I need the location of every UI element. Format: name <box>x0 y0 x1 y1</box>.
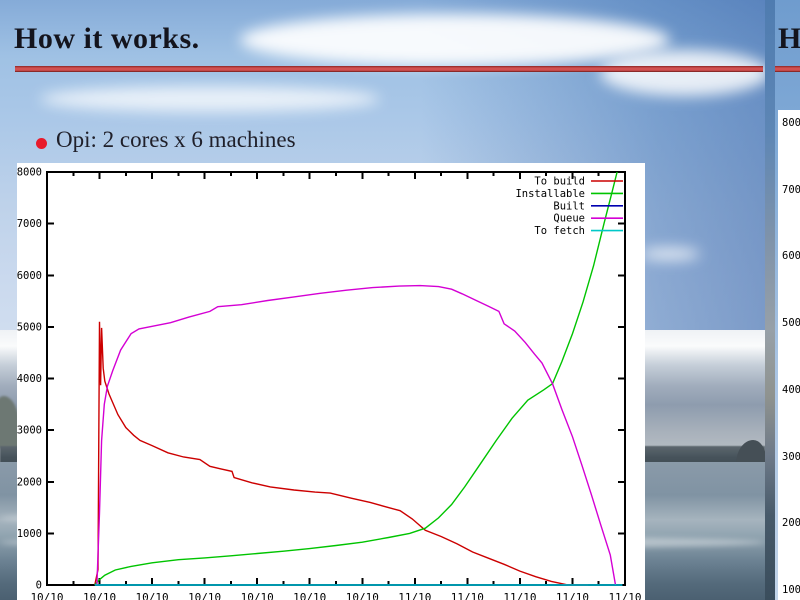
x-tick-label: 10/10 <box>293 591 326 600</box>
x-tick-label: 11/10 <box>608 591 641 600</box>
next-y-tick-label: 2000 <box>782 517 800 530</box>
next-y-tick-label: 1000 <box>782 583 800 596</box>
x-tick-label: 11/10 <box>398 591 431 600</box>
series-line-installable <box>94 171 618 586</box>
x-tick-label: 10/10 <box>83 591 116 600</box>
legend-label: Built <box>553 200 585 212</box>
x-tick-label: 11/10 <box>451 591 484 600</box>
title-rule <box>15 66 763 72</box>
y-tick-label: 4000 <box>17 373 42 385</box>
chart-panel: 0 1000 2000 3000 4000 5000 6000 7000 8000 10/10 10… <box>17 163 645 600</box>
series-line-queue <box>96 284 617 586</box>
next-y-tick-label: 6000 <box>782 250 800 263</box>
next-y-tick-label: 4000 <box>782 383 800 396</box>
y-tick-label: 3000 <box>17 425 42 437</box>
x-tick-label: 10/10 <box>346 591 379 600</box>
x-tick-label: 10/10 <box>188 591 221 600</box>
y-tick-label: 2000 <box>17 476 42 488</box>
y-tick-label: 6000 <box>17 270 42 282</box>
slide: How it works. Opi: 2 cores x 6 machines … <box>0 0 765 600</box>
bullet-text: Opi: 2 cores x 6 machines <box>56 127 296 152</box>
y-tick-label: 5000 <box>17 321 42 333</box>
next-y-tick-label: 8000 <box>782 117 800 129</box>
legend-label: Queue <box>553 213 585 225</box>
next-title-rule <box>775 66 800 72</box>
cloud <box>640 248 700 260</box>
page-title: How it works. <box>14 22 200 55</box>
headland-left <box>0 396 20 448</box>
series-line-to-build <box>94 321 589 586</box>
bullet-icon <box>36 138 47 149</box>
x-tick-label: 11/10 <box>503 591 536 600</box>
y-tick-label: 0 <box>36 580 42 592</box>
next-page-preview: How it works. 8000 7000 6000 5000 4000 3000 20… <box>775 0 800 600</box>
legend-label: To fetch <box>534 225 585 237</box>
cloud <box>240 14 670 66</box>
x-tick-label: 11/10 <box>556 591 589 600</box>
x-tick-label: 10/10 <box>136 591 169 600</box>
y-axis: 0 1000 2000 3000 4000 5000 6000 7000 8000 <box>17 167 625 592</box>
x-tick-label: 10/10 <box>30 591 63 600</box>
cloud <box>600 50 765 96</box>
y-tick-label: 1000 <box>17 528 42 540</box>
next-y-tick-label: 5000 <box>782 317 800 330</box>
x-axis: 10/10 10/10 10/10 10/10 10/10 10/10 10/10 11/10… <box>30 172 642 600</box>
cloud <box>40 86 380 112</box>
page-divider <box>765 0 775 600</box>
legend-label: Installable <box>515 188 585 200</box>
x-tick-label: 10/10 <box>241 591 274 600</box>
next-y-tick-label: 3000 <box>782 450 800 463</box>
y-tick-label: 7000 <box>17 218 42 230</box>
next-page-title: How it works. <box>778 22 800 55</box>
next-y-tick-label: 7000 <box>782 183 800 196</box>
legend-label: To build <box>534 176 585 188</box>
y-tick-label: 8000 <box>17 167 42 179</box>
next-chart-panel: 8000 7000 6000 5000 4000 3000 2000 1000 <box>778 110 800 600</box>
